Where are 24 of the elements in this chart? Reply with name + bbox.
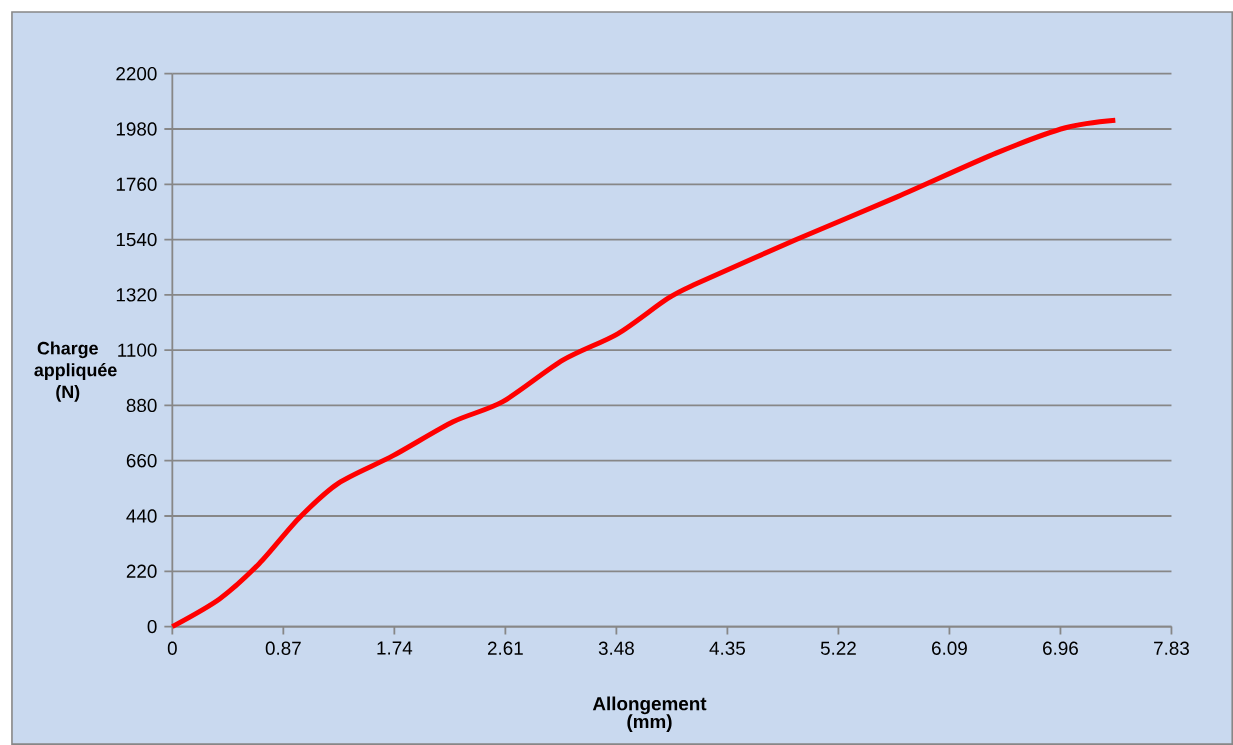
- y-tick-label: 660: [126, 454, 157, 468]
- x-tick-label: 1.74: [377, 641, 413, 655]
- y-tick-label: 1100: [118, 343, 157, 357]
- line-series: [169, 117, 1118, 630]
- y-tick-label: 0: [147, 619, 157, 634]
- y-tick-label: 1980: [116, 122, 157, 136]
- x-tick-label: 6.09: [932, 641, 967, 655]
- y-tick-label: 1540: [116, 232, 157, 247]
- x-tick-label: 7.83: [1154, 641, 1189, 655]
- x-tick-label: 0: [167, 641, 177, 655]
- y-tick-label: 1760: [116, 177, 157, 191]
- y-axis-title: Charge appliquée (N): [34, 341, 117, 402]
- y-tick-label: 880: [126, 398, 157, 413]
- x-tick-label: 6.96: [1043, 641, 1078, 655]
- x-tick-label: 4.35: [709, 641, 745, 655]
- x-axis-title: Allongement (mm): [592, 696, 707, 732]
- y-tick-label: 440: [126, 509, 157, 523]
- x-tick-label: 0.87: [265, 641, 301, 655]
- y-tick-label: 2200: [116, 67, 157, 81]
- y-tick-label: 1320: [116, 288, 157, 302]
- x-tick-label: 3.48: [598, 641, 634, 655]
- x-tick-label: 5.22: [820, 641, 856, 655]
- y-tick-label: 220: [126, 564, 157, 578]
- x-tick-label: 2.61: [487, 641, 523, 655]
